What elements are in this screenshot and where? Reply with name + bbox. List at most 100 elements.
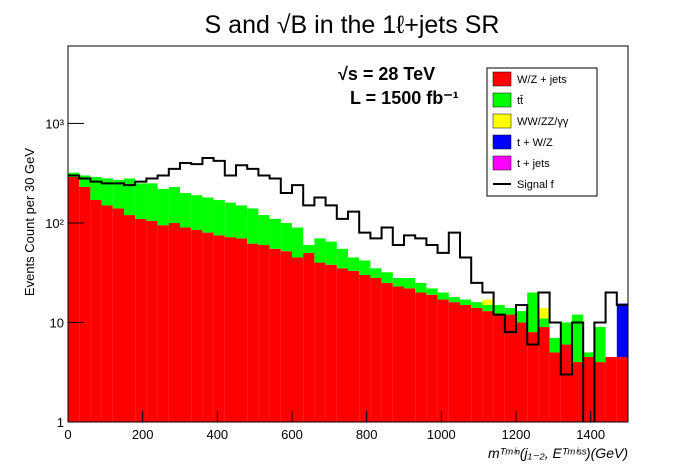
legend-label: W/Z + jets — [517, 74, 567, 86]
histogram-bar — [583, 352, 595, 357]
histogram-bar — [471, 307, 483, 422]
legend-label: WW/ZZ/γγ — [517, 116, 569, 128]
histogram-bar — [79, 175, 91, 187]
histogram-bar — [213, 235, 225, 422]
histogram-bar — [314, 262, 326, 422]
histogram-bar — [90, 200, 102, 422]
histogram-bar — [504, 314, 516, 422]
histogram-bar — [325, 264, 337, 422]
histogram-bar — [572, 314, 584, 363]
histogram-bar — [247, 243, 259, 422]
legend-swatch — [492, 92, 512, 108]
histogram-bar — [482, 311, 494, 422]
histogram-bar — [493, 314, 505, 422]
histogram-bar — [516, 311, 528, 323]
histogram-bar — [370, 277, 382, 422]
histogram-bar — [616, 356, 628, 422]
histogram-bar — [448, 297, 460, 303]
histogram-bar — [616, 303, 628, 357]
histogram-bar — [124, 178, 136, 216]
histogram-bar — [135, 183, 147, 219]
histogram-bar — [202, 197, 214, 233]
histogram-bar — [224, 202, 236, 238]
histogram-bar — [583, 356, 595, 422]
histogram-bar — [516, 322, 528, 422]
histogram-bar — [325, 241, 337, 265]
histogram-bar — [269, 218, 281, 249]
histogram-bar — [292, 257, 304, 422]
legend-box — [486, 67, 598, 197]
histogram-bar — [460, 299, 472, 305]
histogram-bar — [437, 299, 449, 422]
histogram-bar — [202, 232, 214, 422]
histogram-bar — [90, 176, 102, 201]
histogram-bar — [359, 260, 371, 275]
histogram-bar — [493, 304, 505, 315]
histogram-bar — [168, 222, 180, 422]
x-axis-label: mᵀᵐⁱⁿ(j₁₋₂, Eᵀᵐⁱˢˢ)(GeV) — [488, 445, 628, 461]
histogram-bar — [112, 180, 124, 209]
annotation: √s = 28 TeV — [338, 64, 435, 84]
histogram-bar — [303, 252, 315, 422]
histogram-bar — [146, 220, 158, 422]
histogram-bar — [448, 302, 460, 422]
histogram-bar — [415, 282, 427, 293]
legend-label: t + jets — [517, 158, 550, 170]
histogram-bar — [605, 356, 617, 422]
histogram-bar — [527, 332, 539, 422]
y-tick-label: 10³ — [45, 116, 64, 131]
histogram-bar — [560, 322, 572, 345]
histogram-bar — [314, 238, 326, 263]
y-tick-label: 10² — [45, 216, 64, 231]
histogram-bar — [426, 288, 438, 295]
histogram-bar — [381, 282, 393, 422]
histogram-bar — [370, 268, 382, 278]
histogram-bar — [348, 270, 360, 422]
histogram-bar — [258, 215, 270, 246]
x-tick-label: 800 — [356, 427, 378, 442]
legend-swatch — [492, 134, 512, 150]
histogram-bar — [68, 176, 80, 422]
legend-label: tt̄ — [517, 95, 523, 107]
histogram-bar — [549, 337, 561, 353]
signal-line — [68, 156, 628, 422]
histogram-bar — [236, 205, 248, 239]
histogram-bar — [280, 251, 292, 422]
histogram-bar — [359, 274, 371, 422]
histogram-bar — [247, 208, 259, 244]
histogram-bar — [224, 237, 236, 422]
histogram-bar — [504, 307, 516, 315]
x-tick-label: 1000 — [427, 427, 456, 442]
histogram-bar — [527, 292, 539, 333]
histogram-bar — [482, 299, 494, 305]
legend-label: Signal f — [517, 179, 555, 191]
histogram-bar — [471, 302, 483, 308]
histogram-bar — [392, 286, 404, 422]
histogram-bar — [168, 186, 180, 223]
y-axis-label: Events Count per 30 GeV — [22, 148, 37, 296]
legend-swatch — [492, 113, 512, 129]
annotation: L = 1500 fb⁻¹ — [350, 88, 459, 108]
x-tick-label: 0 — [64, 427, 71, 442]
histogram-bar — [79, 186, 91, 422]
histogram-bar — [101, 178, 113, 206]
histogram-bar — [292, 227, 304, 258]
histogram-bar — [572, 362, 584, 422]
histogram-bar — [538, 327, 550, 422]
histogram-bar — [437, 292, 449, 300]
histogram-bar — [191, 195, 203, 230]
histogram-bar — [258, 245, 270, 422]
histogram-bar — [336, 248, 348, 269]
histogram-bar — [426, 294, 438, 422]
histogram-bar — [191, 229, 203, 422]
histogram-bar — [112, 208, 124, 422]
histogram-bar — [460, 304, 472, 422]
histogram-bar — [135, 218, 147, 422]
x-tick-label: 1400 — [576, 427, 605, 442]
histogram-bar — [236, 238, 248, 422]
histogram-bar — [348, 257, 360, 271]
histogram-bar — [146, 183, 158, 221]
histogram-bar — [157, 225, 169, 422]
histogram-bar — [560, 344, 572, 422]
